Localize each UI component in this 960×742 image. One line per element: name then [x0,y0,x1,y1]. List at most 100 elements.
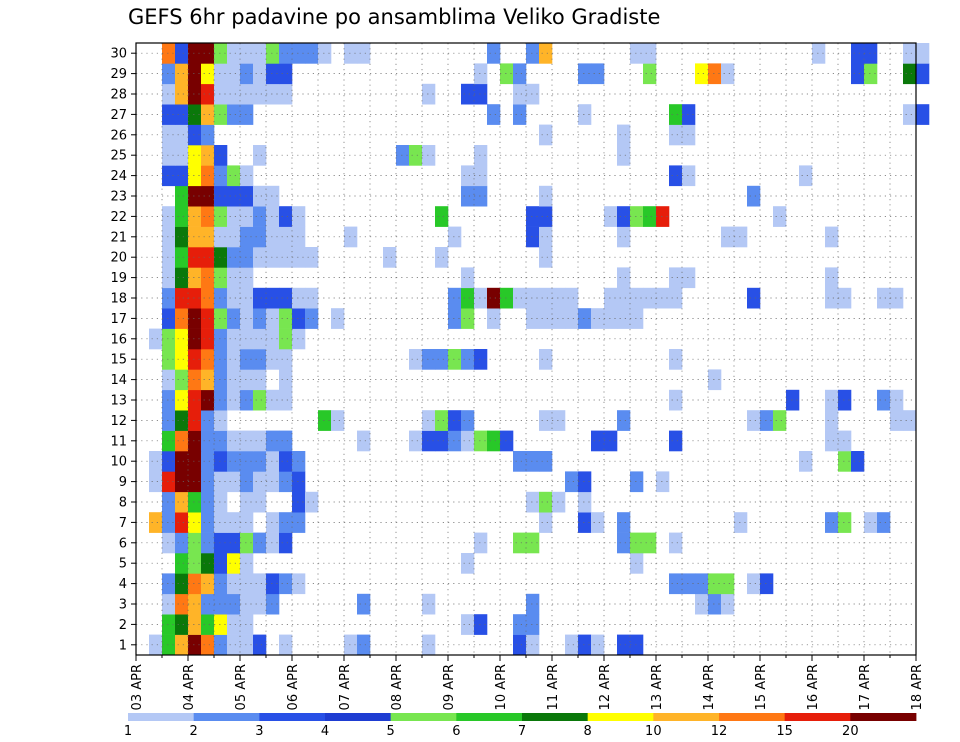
heatmap-cell [721,226,735,248]
heatmap-cell [591,308,605,329]
heatmap-cell [513,287,527,309]
heatmap-cell [734,226,748,248]
heatmap-cell [903,104,917,125]
heatmap-cell [227,573,241,595]
heatmap-cell [214,634,228,656]
heatmap-cell [474,63,488,85]
colorbar-swatch [128,713,195,721]
heatmap-cell [162,124,176,146]
heatmap-cell [383,247,397,268]
heatmap-cell [305,43,319,64]
heatmap-cell [175,226,189,248]
heatmap-cell [890,389,904,411]
heatmap-cell [253,206,267,227]
heatmap-cell [565,287,579,309]
heatmap-cell [227,247,241,268]
heatmap-cell [617,532,631,554]
y-tick-label: 26 [110,128,127,143]
heatmap-cell [825,226,839,248]
heatmap-cell [214,206,228,227]
heatmap-cell [201,410,215,431]
colorbar-label: 10 [645,724,662,739]
colorbar-swatch [456,713,523,721]
heatmap-cell [240,43,254,64]
heatmap-cell [461,410,475,431]
heatmap-cell [214,165,228,187]
heatmap-cell [175,349,189,370]
y-tick-label: 27 [110,108,127,123]
y-tick-label: 13 [110,394,127,409]
heatmap-cell [331,308,345,329]
heatmap-cell [162,63,176,85]
y-tick-label: 15 [110,353,127,368]
heatmap-cell [240,104,254,125]
heatmap-cell [201,185,215,207]
heatmap-cell [214,83,228,105]
heatmap-cell [162,165,176,187]
heatmap-cell [708,63,722,85]
heatmap-cell [175,532,189,554]
heatmap-cell [526,287,540,309]
heatmap-cell [669,573,683,595]
heatmap-cell [253,145,267,166]
heatmap-cell [435,430,449,452]
heatmap-cell [656,287,670,309]
heatmap-cell [396,145,410,166]
heatmap-cell [838,430,852,452]
heatmap-cell [448,349,462,370]
heatmap-cell [695,593,709,615]
heatmap-cell [344,226,358,248]
heatmap-cell [474,287,488,309]
heatmap-cell [435,349,449,370]
heatmap-cell [162,532,176,554]
heatmap-cell [214,573,228,595]
heatmap-cell [201,614,215,635]
heatmap-cell [188,165,202,187]
heatmap-cell [617,145,631,166]
heatmap-cell [266,185,280,207]
heatmap-cell [617,206,631,227]
heatmap-cell [656,471,670,493]
heatmap-cell [318,43,332,64]
heatmap-cell [175,247,189,268]
colorbar-label: 5 [387,724,395,739]
heatmap-cell [513,104,527,125]
heatmap-cell [357,593,371,615]
heatmap-cell [279,287,293,309]
heatmap-cell [175,573,189,595]
heatmap-cell [201,369,215,391]
y-tick-label: 5 [119,557,127,572]
heatmap-cell [227,512,241,533]
heatmap-cell [253,532,267,554]
heatmap-cell [201,247,215,268]
heatmap-cell [149,451,163,472]
heatmap-cell [214,512,228,533]
heatmap-cell [162,83,176,105]
heatmap-cell [188,471,202,493]
heatmap-cell [292,512,306,533]
heatmap-cell [838,389,852,411]
heatmap-cell [591,430,605,452]
heatmap-cell [175,593,189,615]
heatmap-cell [292,287,306,309]
heatmap-cell [201,430,215,452]
heatmap-cell [292,328,306,350]
heatmap-cell [240,532,254,554]
dotted-grid [136,43,916,655]
heatmap-cell [188,430,202,452]
heatmap-cell [357,43,371,64]
heatmap-cell [461,308,475,329]
heatmap-cell [201,389,215,411]
heatmap-cell [292,247,306,268]
heatmap-cell [487,43,501,64]
heatmap-cell [214,593,228,615]
heatmap-cell [825,267,839,289]
heatmap-cell [227,104,241,125]
heatmap-cell [162,451,176,472]
heatmap-cell [253,430,267,452]
heatmap-cell [253,226,267,248]
heatmap-cell [227,226,241,248]
heatmap-cell [331,410,345,431]
heatmap-cell [214,614,228,635]
heatmap-cell [266,226,280,248]
